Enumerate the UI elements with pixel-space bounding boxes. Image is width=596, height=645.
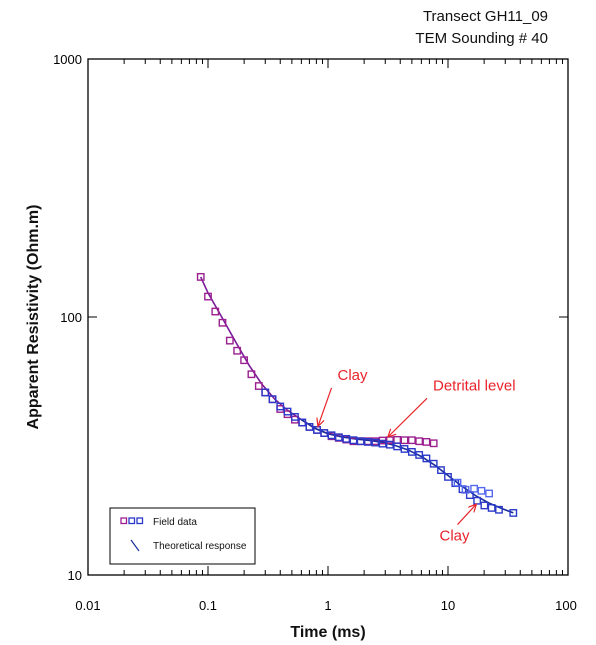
data-point <box>204 292 212 301</box>
data-point <box>415 451 424 459</box>
x-tick-label: 1 <box>324 598 331 613</box>
annotation-label: Clay <box>338 367 369 384</box>
data-point <box>240 356 249 365</box>
data-point <box>495 505 503 514</box>
field-data-markers <box>196 273 518 517</box>
data-point <box>437 466 445 475</box>
tick-labels: 0.01 0.1 1 10 100 10 100 1000 <box>53 52 577 613</box>
data-point <box>320 429 329 437</box>
data-point <box>268 395 277 404</box>
data-point <box>196 273 205 281</box>
data-point <box>461 485 470 494</box>
data-point <box>247 370 256 379</box>
data-point <box>485 489 493 498</box>
data-point <box>276 402 285 411</box>
data-point <box>261 388 270 397</box>
x-tick-label: 10 <box>441 598 455 613</box>
data-point <box>415 437 424 446</box>
x-axis-title: Time (ms) <box>290 624 365 641</box>
data-point <box>298 418 307 427</box>
chart-title: Transect GH11_09 <box>423 8 548 25</box>
legend-field-data-symbol <box>128 517 136 525</box>
legend-field-data-symbol <box>120 517 128 525</box>
y-tick-label: 1000 <box>53 52 82 67</box>
data-point <box>211 307 220 316</box>
annotations: Clay Detrital level Clay <box>318 367 516 545</box>
data-point <box>327 431 336 440</box>
data-point <box>407 448 416 456</box>
data-point <box>254 382 263 390</box>
legend-field-data-symbol <box>136 517 144 525</box>
data-point <box>371 438 380 447</box>
data-point <box>225 336 234 345</box>
data-point <box>386 440 394 449</box>
data-point <box>429 439 438 448</box>
data-point <box>487 504 496 512</box>
data-point <box>453 478 462 487</box>
data-point <box>363 438 372 446</box>
annotation-arrow <box>389 397 428 436</box>
data-point <box>349 436 358 445</box>
data-point <box>356 437 365 446</box>
x-tick-label: 100 <box>555 598 577 613</box>
x-tick-label: 0.1 <box>199 598 217 613</box>
data-point <box>393 442 402 451</box>
data-point <box>283 407 292 416</box>
data-point <box>400 436 409 445</box>
axis-ticks <box>87 58 568 576</box>
y-axis-title: Apparent Resistivity (Ohm.m) <box>25 205 42 430</box>
data-point <box>218 318 227 327</box>
data-point <box>509 509 518 517</box>
legend-label-theoretical-response: Theoretical response <box>153 541 247 552</box>
legend-theoretical-symbol <box>130 539 140 552</box>
data-point <box>407 436 416 445</box>
chart-subtitle: TEM Sounding # 40 <box>415 30 548 47</box>
annotation-arrow <box>318 387 333 425</box>
y-tick-label: 10 <box>68 568 82 583</box>
data-point <box>444 473 452 481</box>
data-point <box>378 439 387 448</box>
data-point <box>400 445 409 453</box>
annotation-label: Detrital level <box>433 377 516 394</box>
data-point <box>233 346 242 355</box>
y-tick-label: 100 <box>60 310 82 325</box>
annotation-label: Clay <box>440 528 471 545</box>
legend-symbols <box>120 517 144 552</box>
data-point <box>429 459 438 468</box>
data-point <box>470 484 478 493</box>
data-point <box>334 433 343 442</box>
data-point <box>305 422 314 431</box>
data-point <box>422 438 431 446</box>
data-point <box>480 501 489 510</box>
x-tick-label: 0.01 <box>75 598 100 613</box>
legend-label-field-data: Field data <box>153 517 197 528</box>
legend-box <box>109 507 256 565</box>
legend: Field data Theoretical response <box>109 507 256 565</box>
data-point <box>465 491 474 500</box>
data-point <box>477 486 486 495</box>
annotation-arrow <box>457 505 476 525</box>
data-point <box>422 454 431 463</box>
data-point <box>342 434 351 443</box>
data-point <box>291 413 299 421</box>
